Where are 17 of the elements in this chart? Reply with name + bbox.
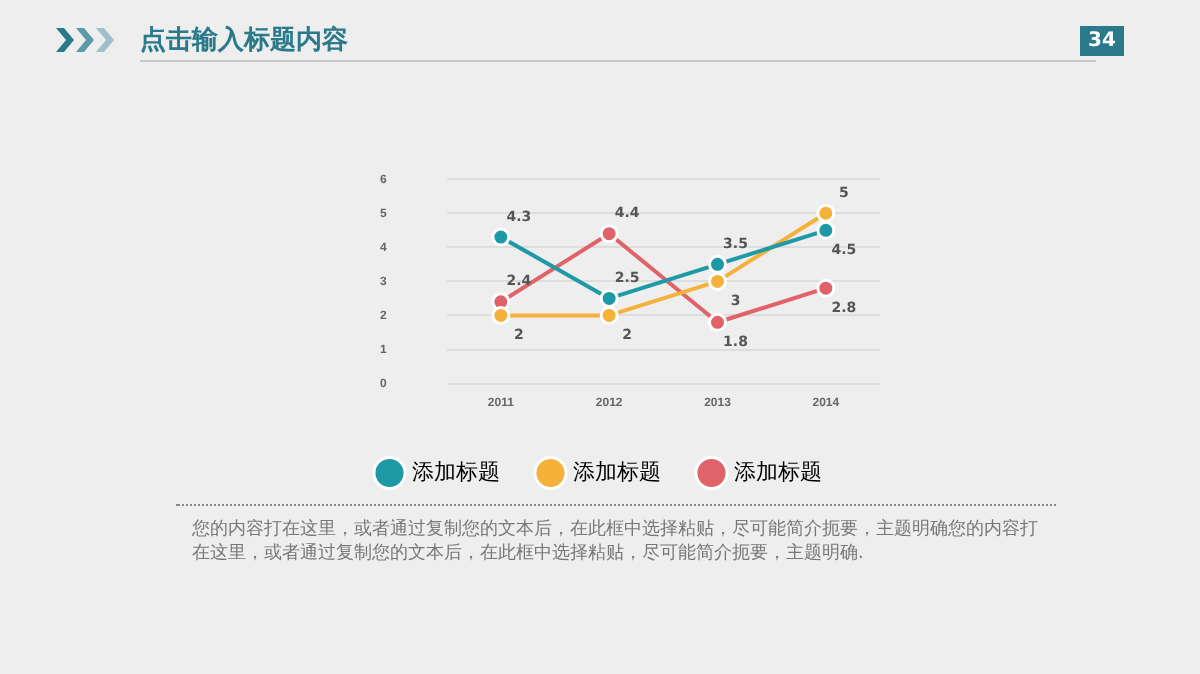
point bbox=[708, 271, 727, 291]
point bbox=[491, 305, 511, 325]
legend-label: 添加标题 bbox=[572, 458, 661, 485]
point bbox=[816, 203, 836, 223]
point bbox=[816, 220, 836, 240]
point bbox=[491, 227, 511, 247]
point bbox=[708, 254, 727, 274]
text: 34 bbox=[1080, 26, 1124, 56]
point bbox=[599, 288, 619, 308]
chart-title: 点击输入标题内容 bbox=[140, 23, 348, 58]
point bbox=[708, 312, 727, 332]
legend-label: 添加标题 bbox=[733, 458, 822, 485]
point bbox=[599, 224, 619, 244]
legend-label: 添加标题 bbox=[411, 458, 500, 485]
point bbox=[599, 305, 619, 325]
point bbox=[816, 278, 836, 298]
text: 您的内容打在这里，或者通过复制您的文本后，在此框中选择粘贴，尽可能简介扼要，主题明确您的内容打在这里，或者通过复制您的文本后，在此框中选择粘贴，尽可能简介扼要，主题明确. bbox=[192, 518, 1040, 566]
